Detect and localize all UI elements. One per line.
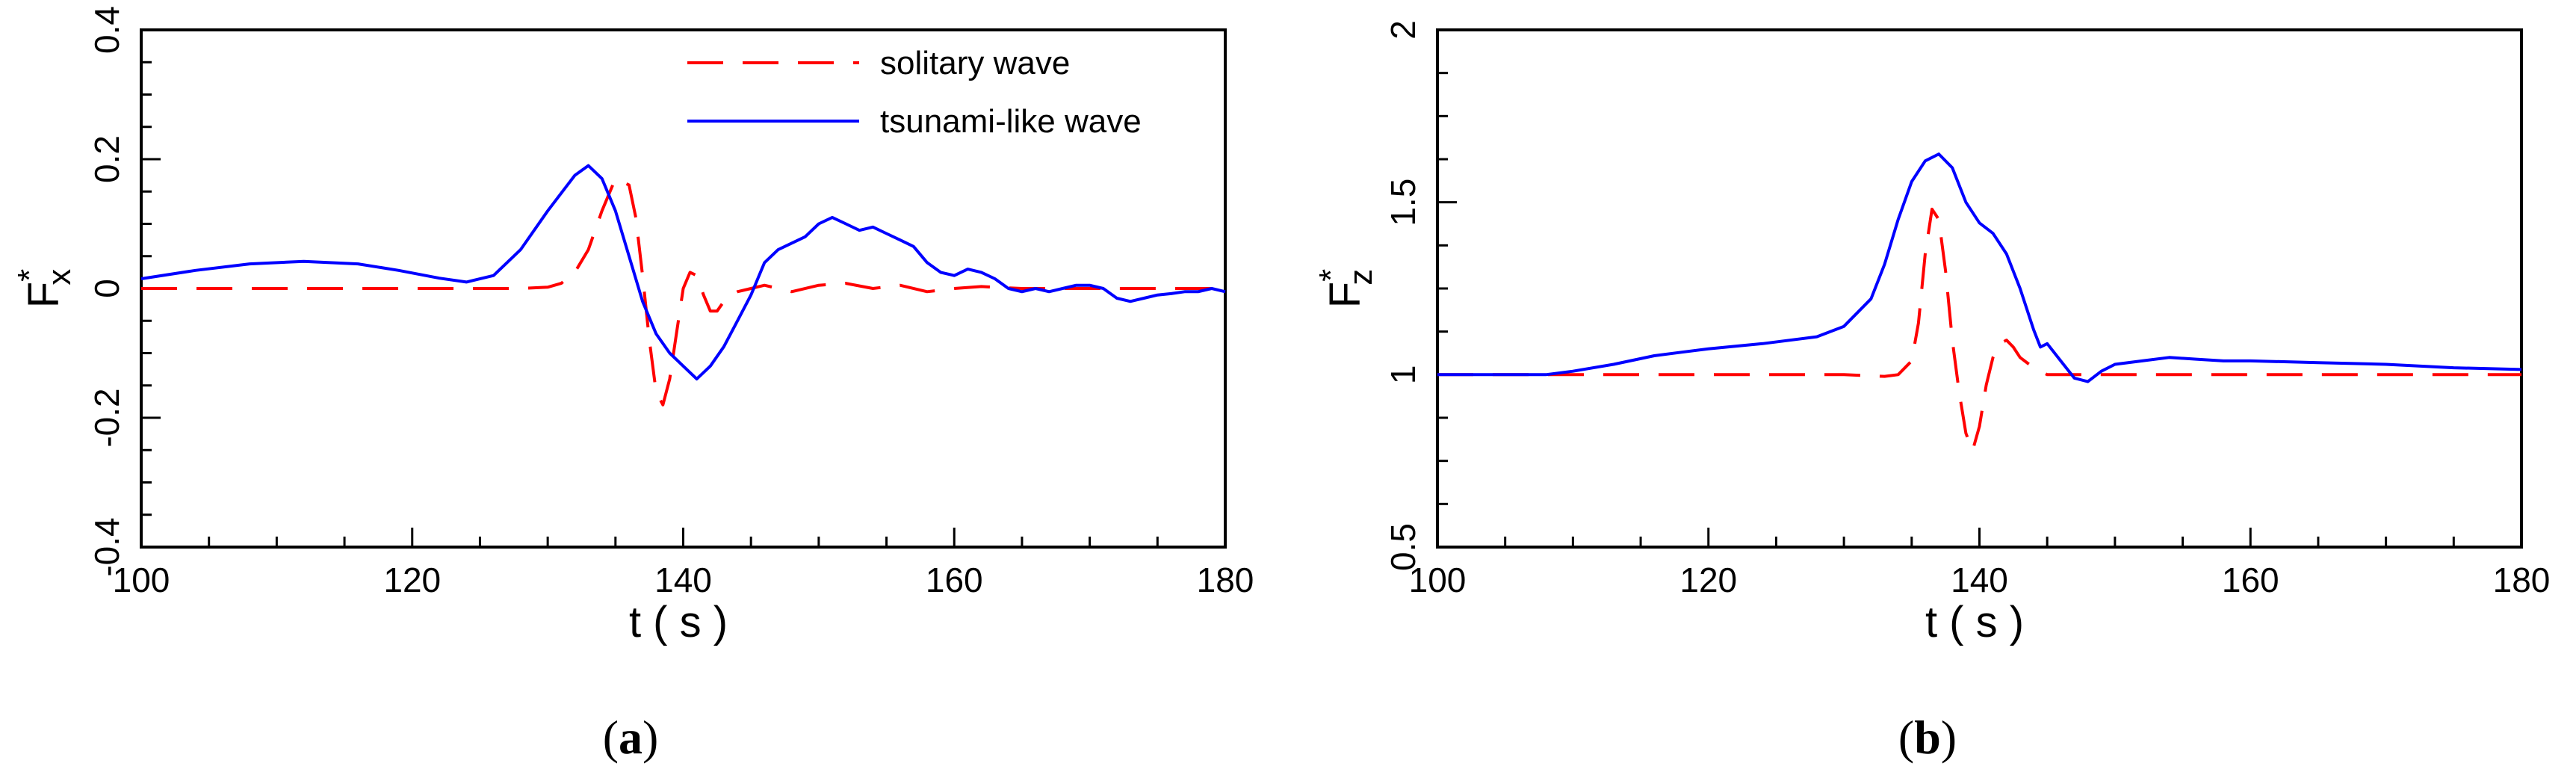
- series-lines-b: [1437, 152, 2522, 452]
- y-tick-label-a: 0.4: [87, 6, 126, 54]
- series-line-solitary-wave-b: [1437, 207, 2521, 452]
- legend-a: solitary wave tsunami-like wave: [687, 45, 1142, 140]
- legend-label-solitary: solitary wave: [880, 45, 1070, 81]
- y-axis-label-sup-b: *: [1313, 269, 1349, 282]
- y-tick-labels-a: -0.4 -0.2 0 0.2 0.4: [87, 6, 126, 577]
- y-tick-label-a: -0.2: [87, 388, 126, 447]
- x-tick-label-a: 160: [926, 561, 983, 599]
- svg-text:F*z: F*z: [1313, 269, 1379, 309]
- x-tick-label-b: 120: [1679, 561, 1737, 599]
- y-tick-label-a: 0.2: [87, 135, 126, 183]
- x-tick-labels-a: 100 120 140 160 180: [113, 561, 1254, 599]
- y-axis-label-a: F*x: [11, 269, 78, 309]
- x-tick-label-b: 140: [1951, 561, 2008, 599]
- y-axis-label-sub-a: x: [41, 269, 78, 285]
- y-axis-label-b: F*z: [1313, 269, 1379, 309]
- series-line-solitary-wave-a: [141, 176, 1225, 407]
- x-tick-label-a: 100: [113, 561, 170, 599]
- x-tick-label-a: 180: [1197, 561, 1254, 599]
- series-line-tsunami-like-wave-b: [1437, 152, 2522, 383]
- chart-panel-a: 100 120 140 160 180 -0.4-0.200.20.4 t ( s ) …: [11, 6, 1254, 764]
- svg-text:F*x: F*x: [11, 269, 78, 309]
- x-tick-label-a: 120: [383, 561, 441, 599]
- panel-letter-b: b: [1914, 711, 1941, 764]
- chart-panel-b: 100 120 140 160 180 0.5 1 1.5 2 t ( s ) F*z (b): [1313, 20, 2550, 764]
- x-tick-label-b: 100: [1409, 561, 1467, 599]
- y-axis-label-base-a: F: [19, 282, 68, 308]
- panel-label-a: (a): [603, 711, 659, 764]
- x-tick-label-a: 140: [654, 561, 712, 599]
- y-tick-label-b: 1: [1384, 365, 1422, 385]
- x-tick-labels-b: 100 120 140 160 180: [1409, 561, 2551, 599]
- y-tick-label-a: -0.4: [87, 517, 126, 576]
- y-tick-label-b: 0.5: [1384, 523, 1422, 571]
- panel-letter-a: a: [619, 711, 643, 764]
- series-lines-a: [140, 164, 1226, 407]
- series-line-tsunami-like-wave-a: [140, 164, 1226, 381]
- panel-label-b: (b): [1898, 711, 1957, 764]
- x-tick-label-b: 160: [2222, 561, 2279, 599]
- tick-marks-a: [140, 28, 1227, 549]
- y-tick-label-b: 2: [1384, 20, 1422, 40]
- legend-label-tsunami: tsunami-like wave: [880, 103, 1142, 140]
- y-tick-labels-b: 0.5 1 1.5 2: [1384, 20, 1422, 571]
- y-axis-label-base-b: F: [1321, 282, 1369, 308]
- y-tick-label-b: 1.5: [1384, 179, 1422, 226]
- y-axis-label-sub-b: z: [1343, 269, 1379, 285]
- y-tick-label-a: 0: [87, 279, 126, 298]
- x-tick-label-b: 180: [2493, 561, 2551, 599]
- y-axis-label-sup-a: *: [11, 269, 48, 282]
- x-axis-label-a: t ( s ): [629, 598, 728, 646]
- plot-frame-b: [1436, 28, 2523, 549]
- x-axis-label-b: t ( s ): [1925, 598, 2024, 646]
- tick-marks-b: [1436, 28, 2523, 549]
